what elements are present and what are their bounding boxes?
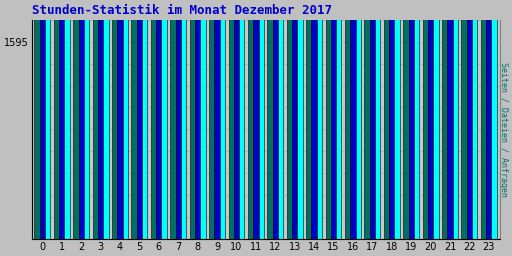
Bar (422, 0, 428, 239)
Bar (472, 0, 477, 239)
Bar (453, 0, 458, 239)
Bar (409, 0, 414, 239)
Bar (234, 0, 239, 239)
Bar (123, 0, 128, 239)
Bar (467, 0, 472, 239)
Bar (317, 0, 322, 239)
Bar (273, 0, 278, 239)
Bar (259, 0, 264, 239)
Bar (195, 0, 200, 239)
Bar (287, 0, 292, 239)
Bar (461, 0, 467, 239)
Bar (65, 0, 70, 239)
Bar (414, 0, 419, 239)
Bar (253, 0, 259, 239)
Bar (54, 0, 59, 239)
Bar (209, 0, 215, 239)
Bar (492, 0, 497, 239)
Bar (176, 0, 181, 239)
Bar (370, 0, 375, 239)
Bar (278, 0, 283, 239)
Bar (200, 0, 206, 239)
Bar (181, 0, 186, 239)
Bar (84, 0, 89, 239)
Bar (190, 0, 195, 239)
Bar (93, 0, 98, 239)
Bar (137, 0, 142, 239)
Bar (326, 0, 331, 239)
Bar (389, 0, 394, 239)
Bar (292, 0, 297, 239)
Bar (447, 0, 453, 239)
Bar (403, 0, 409, 239)
Bar (132, 0, 137, 239)
Bar (248, 0, 253, 239)
Bar (40, 0, 45, 239)
Bar (311, 0, 317, 239)
Bar (239, 0, 244, 239)
Bar (350, 0, 356, 239)
Bar (117, 0, 123, 239)
Bar (486, 0, 492, 239)
Bar (297, 0, 303, 239)
Bar (433, 0, 439, 239)
Bar (161, 0, 167, 239)
Bar (365, 0, 370, 239)
Bar (73, 0, 78, 239)
Bar (220, 0, 225, 239)
Bar (336, 0, 342, 239)
Bar (267, 0, 273, 239)
Bar (345, 0, 350, 239)
Bar (59, 0, 65, 239)
Bar (112, 0, 117, 239)
Bar (384, 0, 389, 239)
Bar (375, 0, 380, 239)
Bar (34, 0, 40, 239)
Bar (442, 0, 447, 239)
Bar (306, 0, 311, 239)
Bar (215, 0, 220, 239)
Bar (45, 0, 50, 239)
Bar (228, 0, 234, 239)
Y-axis label: Seiten / Dateien / Anfragen: Seiten / Dateien / Anfragen (499, 62, 508, 197)
Bar (331, 0, 336, 239)
Bar (156, 0, 161, 239)
Bar (142, 0, 147, 239)
Bar (103, 0, 109, 239)
Bar (481, 0, 486, 239)
Text: Stunden-Statistik im Monat Dezember 2017: Stunden-Statistik im Monat Dezember 2017 (32, 4, 332, 17)
Bar (428, 0, 433, 239)
Bar (394, 0, 400, 239)
Bar (78, 0, 84, 239)
Bar (356, 0, 361, 239)
Bar (151, 0, 156, 239)
Bar (170, 0, 176, 239)
Bar (98, 0, 103, 239)
